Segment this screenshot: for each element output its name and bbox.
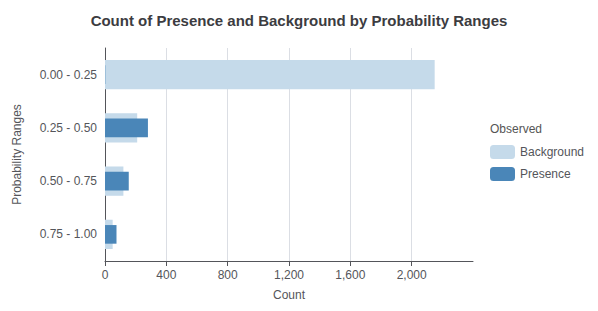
svg-text:800: 800 bbox=[218, 268, 238, 282]
svg-text:Background: Background bbox=[520, 145, 584, 159]
svg-text:400: 400 bbox=[156, 268, 176, 282]
svg-text:0.75 - 1.00: 0.75 - 1.00 bbox=[40, 227, 98, 241]
svg-text:Count: Count bbox=[273, 288, 306, 302]
svg-text:0.00 - 0.25: 0.00 - 0.25 bbox=[40, 68, 98, 82]
svg-text:Probability Ranges: Probability Ranges bbox=[10, 104, 24, 205]
svg-text:Presence: Presence bbox=[520, 167, 571, 181]
svg-text:1,200: 1,200 bbox=[274, 268, 304, 282]
svg-text:0: 0 bbox=[102, 268, 109, 282]
svg-text:0.25 - 0.50: 0.25 - 0.50 bbox=[40, 121, 98, 135]
svg-text:0.50 - 0.75: 0.50 - 0.75 bbox=[40, 174, 98, 188]
svg-text:1,600: 1,600 bbox=[335, 268, 365, 282]
svg-text:Count of Presence and Backgrou: Count of Presence and Background by Prob… bbox=[91, 12, 508, 29]
svg-text:2,000: 2,000 bbox=[397, 268, 427, 282]
svg-text:Observed: Observed bbox=[490, 122, 542, 136]
